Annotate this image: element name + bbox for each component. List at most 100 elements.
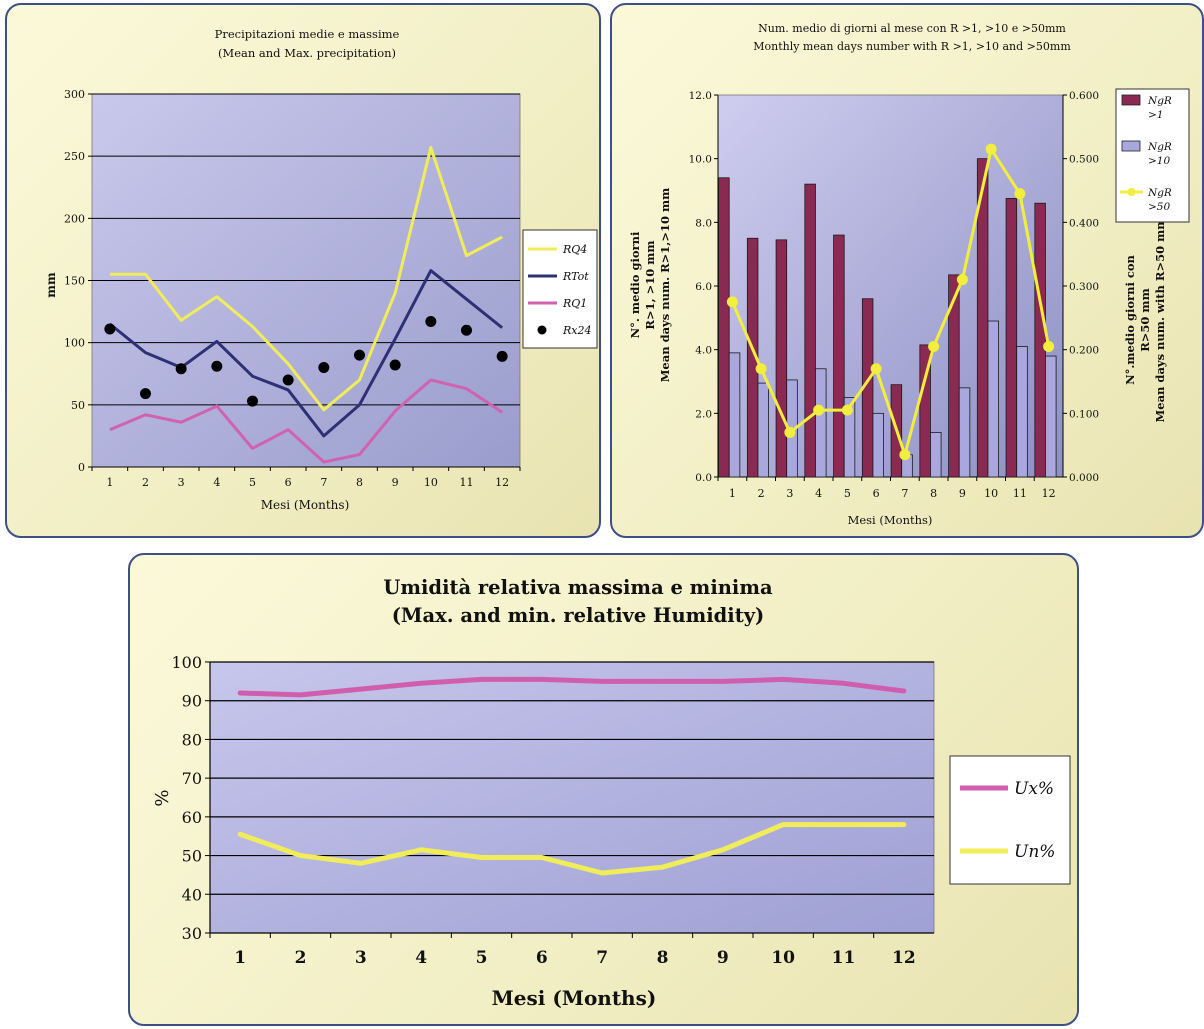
y-tick-label: 200	[64, 212, 85, 225]
y-tick-label-right: 0.300	[1069, 281, 1099, 293]
x-tick-label: 12	[1042, 487, 1056, 500]
legend-label: NgR	[1147, 187, 1172, 199]
x-tick-label: 1	[106, 476, 113, 489]
chart-title: Umidità relativa massima e minima	[383, 576, 773, 599]
x-tick-label: 10	[424, 476, 438, 489]
rain-days-chart-panel: 0.0 2.0 4.0 6.0 8.0 10.0 12.0 0.000 0.100 0.200 0.…	[610, 3, 1204, 538]
legend-box	[1115, 88, 1190, 223]
scatter-point	[140, 388, 151, 400]
x-tick-label: 5	[249, 476, 256, 489]
y-tick-label-left: 6.0	[695, 281, 712, 293]
rain-days-chart: 0.0 2.0 4.0 6.0 8.0 10.0 12.0 0.000 0.100 0.200 0.…	[628, 22, 1190, 527]
series-line-un	[237, 822, 907, 876]
x-tick-label: 12	[495, 476, 509, 489]
x-tick-label: 4	[815, 487, 822, 500]
bar-ngr10	[1016, 346, 1028, 478]
line-marker	[870, 363, 882, 375]
precipitation-chart-panel: 0 50 100 150 200 250 300 1 2 3 4 5 6 7 8 9 10 11 12 Precipi…	[5, 3, 601, 538]
scatter-point	[104, 323, 116, 335]
x-tick-label: 12	[892, 948, 916, 968]
x-tick-label: 5	[476, 948, 488, 968]
chart-title: Precipitazioni medie e massime	[215, 27, 400, 41]
bar-ngr10	[815, 368, 827, 478]
scatter-point	[354, 349, 365, 361]
scatter-point	[282, 374, 294, 386]
legend-label: RQ4	[562, 243, 587, 256]
y-axis-label-left: Mean days num. R>1,>10 mm	[658, 188, 672, 383]
legend-label: Rx24	[562, 324, 591, 337]
chart-title: Num. medio di giorni al mese con R >1, >…	[758, 22, 1066, 35]
y-tick-label-left: 12.0	[689, 90, 712, 102]
x-tick-label: 4	[213, 476, 220, 489]
x-axis-label: Mesi (Months)	[848, 513, 933, 527]
y-tick-label-right: 0.000	[1069, 472, 1099, 484]
bar-ngr1	[1034, 202, 1046, 478]
x-tick-label: 10	[771, 948, 795, 968]
x-tick-label: 9	[392, 476, 399, 489]
x-tick-label: 8	[657, 948, 669, 968]
line-marker	[928, 340, 940, 352]
legend-swatch	[1127, 188, 1136, 196]
legend-label: NgR	[1147, 141, 1172, 153]
bar-ngr10	[872, 412, 884, 478]
x-tick-label: 3	[786, 487, 793, 500]
x-tick-label: 5	[844, 487, 851, 500]
y-tick-label-right: 0.100	[1069, 408, 1099, 420]
x-tick-label: 2	[295, 948, 307, 968]
bar-ngr1	[976, 158, 989, 478]
x-tick-label: 7	[901, 487, 908, 500]
y-tick-label-right: 0.600	[1069, 90, 1099, 102]
y-tick-label-right: 0.500	[1069, 154, 1099, 166]
y-axis-label: mm	[44, 272, 58, 298]
y-tick-label-left: 0.0	[695, 472, 712, 484]
line-marker	[813, 404, 825, 416]
bar-ngr1	[804, 183, 816, 478]
series-line-rq1	[109, 378, 503, 464]
plot-area	[209, 661, 935, 934]
series-line-rq4	[109, 145, 503, 412]
y-tick-label-left: 10.0	[689, 154, 712, 166]
legend-label: >1	[1148, 109, 1163, 121]
x-tick-label: 6	[285, 476, 292, 489]
bar-ngr10	[757, 382, 769, 478]
y-axis-label-left: R>1, >10 mm	[643, 240, 657, 329]
bar-ngr10	[958, 387, 971, 478]
bar-ngr1	[833, 234, 845, 478]
y-tick-label: 30	[182, 924, 202, 943]
y-axis-label-left: N°. medio giorni	[628, 231, 642, 338]
y-tick-label: 250	[64, 150, 85, 163]
bar-ngr1	[775, 239, 788, 478]
line-marker	[985, 143, 997, 155]
scatter-point	[496, 350, 508, 362]
x-tick-label: 7	[320, 476, 327, 489]
y-tick-label: 100	[171, 653, 202, 672]
legend-label: >50	[1148, 201, 1170, 213]
x-tick-label: 1	[234, 948, 246, 968]
y-tick-label-right: 0.200	[1069, 345, 1099, 357]
y-tick-label: 50	[182, 847, 202, 866]
legend-label: NgR	[1147, 95, 1172, 107]
y-tick-label: 100	[64, 337, 85, 350]
y-tick-label: 90	[182, 692, 202, 711]
legend-swatch	[537, 325, 547, 335]
y-tick-label-left: 4.0	[695, 345, 712, 357]
y-tick-label: 50	[71, 399, 85, 412]
chart-subtitle: (Max. and min. relative Humidity)	[392, 604, 765, 627]
legend-swatch	[1121, 94, 1141, 106]
x-tick-label: 9	[717, 948, 729, 968]
x-tick-label: 11	[460, 476, 474, 489]
legend-label: RTot	[562, 270, 589, 283]
y-axis-label-right: N°.medio giorni con	[1123, 254, 1137, 384]
x-tick-label: 9	[959, 487, 966, 500]
bar-ngr10	[728, 352, 741, 478]
x-tick-label: 6	[873, 487, 880, 500]
line-marker	[956, 274, 968, 286]
y-tick-label: 40	[182, 885, 202, 904]
scatter-point	[247, 395, 258, 407]
x-tick-label: 3	[355, 948, 367, 968]
scatter-point	[425, 316, 437, 328]
legend-label: Ux%	[1014, 779, 1054, 799]
legend-label: Un%	[1014, 842, 1055, 862]
